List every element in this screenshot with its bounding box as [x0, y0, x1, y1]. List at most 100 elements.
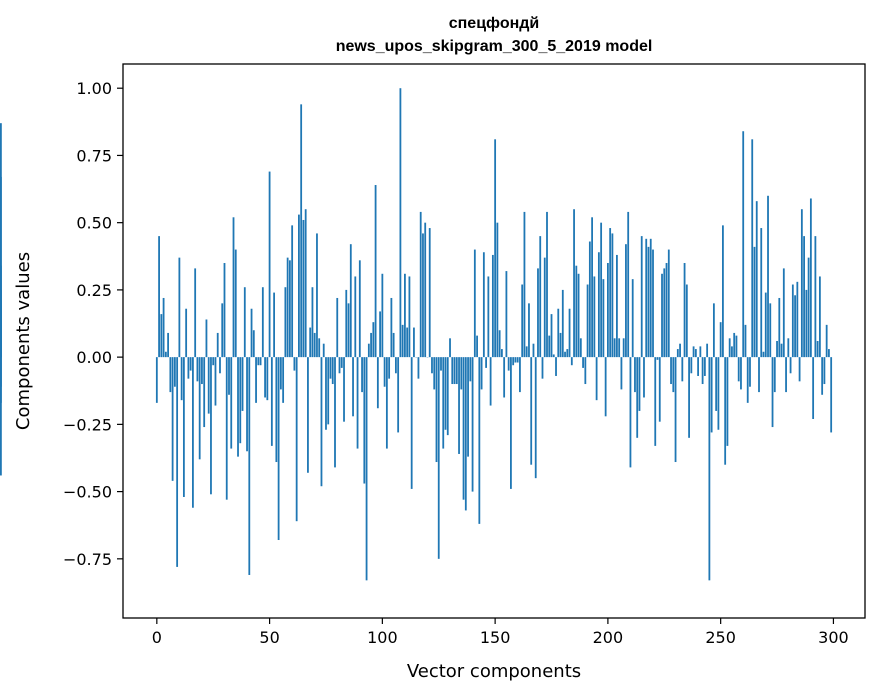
y-axis-label: Components values	[13, 252, 34, 430]
bar	[543, 257, 546, 358]
x-tick-label: 250	[705, 628, 736, 647]
bar	[273, 292, 275, 358]
y-tick-label: 0.00	[76, 348, 112, 367]
bar	[767, 195, 769, 358]
bar	[652, 249, 654, 358]
bar	[654, 357, 657, 446]
bar	[593, 276, 596, 358]
bar	[0, 357, 2, 476]
bar	[658, 357, 661, 422]
bar	[394, 357, 397, 374]
bar	[584, 357, 587, 385]
bar	[383, 357, 386, 387]
bar	[805, 289, 808, 358]
bar	[649, 238, 652, 358]
bar	[595, 357, 598, 401]
bar	[800, 209, 803, 358]
bar	[444, 357, 447, 430]
bar	[710, 357, 713, 433]
bar	[717, 357, 720, 430]
bar	[311, 287, 314, 358]
bar	[431, 357, 433, 374]
bar	[167, 332, 169, 358]
bar	[670, 357, 672, 385]
bar	[609, 228, 612, 358]
bar	[155, 357, 158, 403]
y-tick-label: 0.50	[76, 214, 112, 233]
bar	[279, 357, 282, 390]
bar	[616, 254, 618, 358]
bar	[724, 357, 727, 465]
bar	[329, 357, 332, 379]
bar	[376, 357, 379, 409]
bar	[266, 357, 269, 401]
bar	[780, 343, 783, 358]
bar	[703, 357, 706, 376]
bar	[559, 332, 562, 358]
bar	[433, 357, 436, 390]
bar	[755, 201, 758, 358]
bar	[568, 308, 571, 358]
bar	[372, 322, 375, 358]
bar	[692, 346, 695, 358]
y-tick-label: 0.25	[76, 281, 112, 300]
bar	[451, 357, 454, 385]
bar	[778, 297, 781, 358]
bar	[164, 351, 167, 358]
bar	[690, 357, 693, 374]
bar	[812, 357, 815, 419]
bar	[676, 349, 679, 358]
bar	[537, 268, 539, 358]
bar	[715, 357, 718, 411]
bar	[187, 357, 190, 379]
bar	[740, 357, 742, 390]
bar	[223, 263, 226, 358]
bar	[530, 357, 533, 465]
bar	[363, 357, 366, 484]
bar	[487, 276, 490, 358]
bar	[733, 332, 736, 358]
bar	[437, 357, 440, 559]
bar	[701, 357, 704, 385]
bar	[706, 343, 709, 358]
bar	[309, 327, 312, 358]
x-tick-label: 0	[152, 628, 162, 647]
bar	[307, 357, 309, 473]
bar	[825, 324, 828, 358]
bar	[322, 343, 325, 358]
bar	[505, 271, 508, 358]
bar	[548, 335, 551, 358]
bar	[679, 343, 681, 358]
bar	[525, 346, 528, 358]
bar	[681, 357, 684, 382]
y-tick-label: −0.75	[63, 550, 112, 569]
bar	[408, 276, 411, 358]
bar	[180, 357, 183, 401]
bar	[275, 357, 278, 463]
bar	[288, 260, 291, 358]
bar	[510, 357, 512, 489]
bar	[512, 357, 515, 366]
bar	[769, 303, 772, 358]
bar	[602, 279, 605, 358]
bar	[422, 233, 424, 358]
bar	[302, 219, 305, 358]
bar	[455, 357, 458, 385]
y-tick-label: −0.50	[63, 483, 112, 502]
bar	[264, 357, 266, 398]
bar	[688, 357, 690, 438]
bar	[178, 257, 181, 358]
bar	[261, 287, 264, 358]
bar	[606, 263, 609, 358]
bar	[318, 338, 321, 358]
x-tick-label: 100	[367, 628, 398, 647]
bar	[169, 357, 172, 393]
bar	[735, 335, 738, 358]
bar	[694, 349, 697, 358]
bar	[491, 254, 494, 358]
bar	[647, 246, 650, 358]
bar	[176, 357, 179, 567]
bar	[539, 236, 542, 358]
bar	[173, 357, 176, 387]
